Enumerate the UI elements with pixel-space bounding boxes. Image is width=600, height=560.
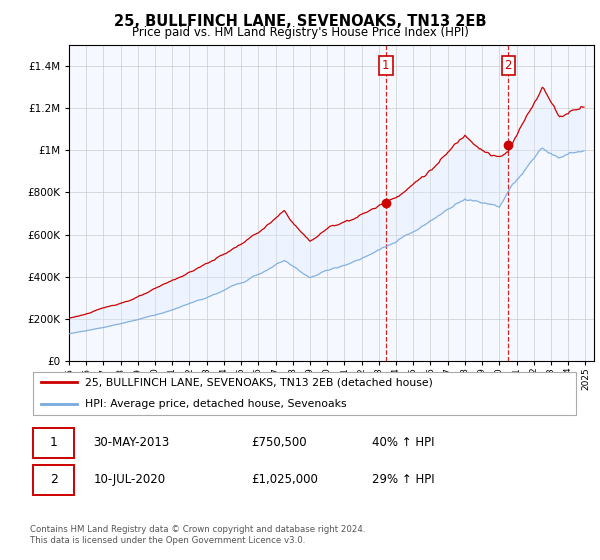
Text: 29% ↑ HPI: 29% ↑ HPI xyxy=(372,473,435,486)
FancyBboxPatch shape xyxy=(33,465,74,494)
Text: 1: 1 xyxy=(382,59,389,72)
Text: 1: 1 xyxy=(50,436,58,449)
Text: 10-JUL-2020: 10-JUL-2020 xyxy=(94,473,166,486)
Text: 40% ↑ HPI: 40% ↑ HPI xyxy=(372,436,435,449)
Text: 25, BULLFINCH LANE, SEVENOAKS, TN13 2EB (detached house): 25, BULLFINCH LANE, SEVENOAKS, TN13 2EB … xyxy=(85,377,433,388)
Text: 25, BULLFINCH LANE, SEVENOAKS, TN13 2EB: 25, BULLFINCH LANE, SEVENOAKS, TN13 2EB xyxy=(114,14,486,29)
FancyBboxPatch shape xyxy=(33,371,577,416)
Text: Price paid vs. HM Land Registry's House Price Index (HPI): Price paid vs. HM Land Registry's House … xyxy=(131,26,469,39)
Text: HPI: Average price, detached house, Sevenoaks: HPI: Average price, detached house, Seve… xyxy=(85,399,347,409)
Text: 2: 2 xyxy=(505,59,512,72)
Text: Contains HM Land Registry data © Crown copyright and database right 2024.
This d: Contains HM Land Registry data © Crown c… xyxy=(30,525,365,545)
Text: £750,500: £750,500 xyxy=(251,436,307,449)
FancyBboxPatch shape xyxy=(33,428,74,458)
Text: 30-MAY-2013: 30-MAY-2013 xyxy=(94,436,170,449)
Text: £1,025,000: £1,025,000 xyxy=(251,473,317,486)
Text: 2: 2 xyxy=(50,473,58,486)
